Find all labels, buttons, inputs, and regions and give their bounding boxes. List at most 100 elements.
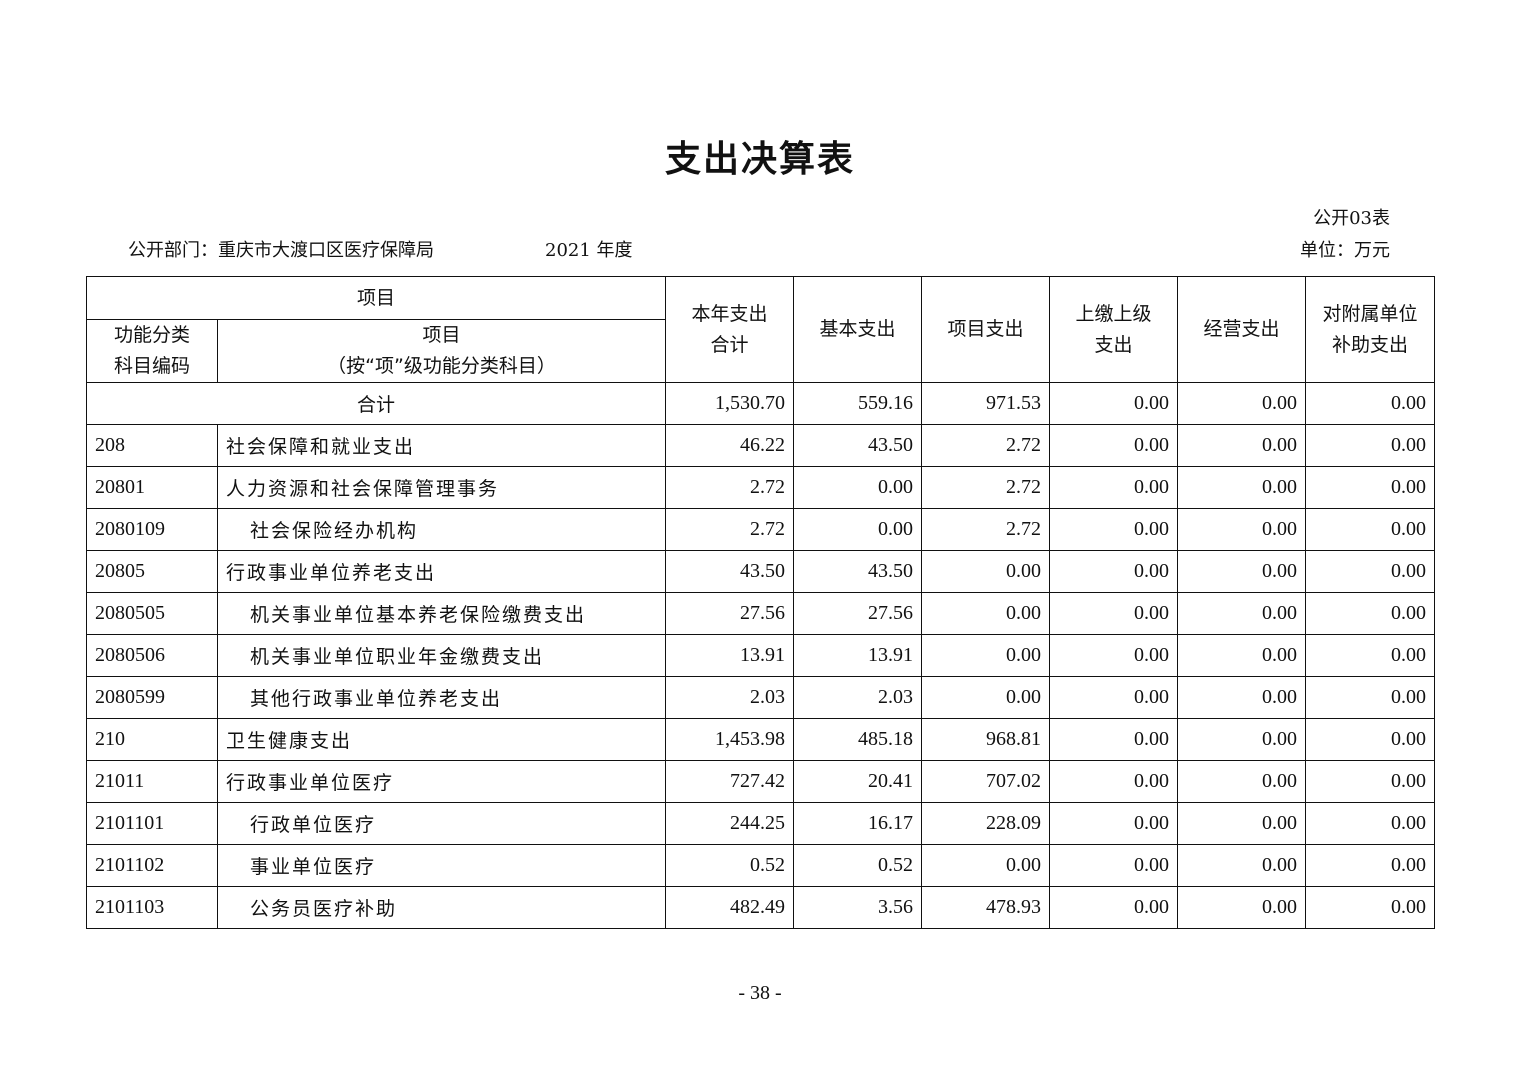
amount-cell: 0.00 bbox=[1305, 634, 1435, 677]
subject-code: 2101101 bbox=[86, 802, 218, 845]
subject-code: 208 bbox=[86, 424, 218, 467]
subject-name: 行政单位医疗 bbox=[217, 802, 666, 845]
amount-cell: 27.56 bbox=[793, 592, 922, 635]
amount-cell: 0.00 bbox=[793, 466, 922, 509]
total-value: 971.53 bbox=[921, 382, 1050, 425]
amount-cell: 0.00 bbox=[1049, 760, 1178, 803]
amount-cell: 0.00 bbox=[1177, 508, 1306, 551]
amount-cell: 0.00 bbox=[1049, 424, 1178, 467]
amount-cell: 0.52 bbox=[665, 844, 794, 887]
total-value: 0.00 bbox=[1049, 382, 1178, 425]
amount-cell: 0.00 bbox=[1049, 466, 1178, 509]
subject-code: 20801 bbox=[86, 466, 218, 509]
header-upper: 上缴上级 支出 bbox=[1049, 276, 1178, 383]
unit-label: 单位：万元 bbox=[1300, 240, 1390, 261]
subject-name: 人力资源和社会保障管理事务 bbox=[217, 466, 666, 509]
table-number: 公开03表 bbox=[1313, 208, 1390, 229]
subject-name: 机关事业单位基本养老保险缴费支出 bbox=[217, 592, 666, 635]
amount-cell: 43.50 bbox=[793, 550, 922, 593]
amount-cell: 0.00 bbox=[1177, 844, 1306, 887]
subject-code: 2080506 bbox=[86, 634, 218, 677]
amount-cell: 0.00 bbox=[1305, 466, 1435, 509]
amount-cell: 0.00 bbox=[1305, 760, 1435, 803]
table-row: 2101101 行政单位医疗 244.25 16.17 228.09 0.00 0.00 0.… bbox=[86, 802, 1435, 845]
amount-cell: 0.00 bbox=[1305, 424, 1435, 467]
amount-cell: 0.00 bbox=[1177, 466, 1306, 509]
total-value: 559.16 bbox=[793, 382, 922, 425]
total-value: 0.00 bbox=[1177, 382, 1306, 425]
amount-cell: 0.00 bbox=[1177, 718, 1306, 761]
amount-cell: 707.02 bbox=[921, 760, 1050, 803]
amount-cell: 0.00 bbox=[1177, 592, 1306, 635]
subject-name: 公务员医疗补助 bbox=[217, 886, 666, 929]
amount-cell: 0.00 bbox=[1305, 592, 1435, 635]
table-row: 2080506 机关事业单位职业年金缴费支出 13.91 13.91 0.00 0.00 0… bbox=[86, 634, 1435, 677]
table-row: 2080109 社会保险经办机构 2.72 0.00 2.72 0.00 0.00 0.00 bbox=[86, 508, 1435, 551]
expenditure-table: 项目 本年支出 合计 基本支出 项目支出 上缴上级 支出 经营支出 对附属单位 … bbox=[86, 276, 1435, 929]
amount-cell: 0.00 bbox=[1305, 802, 1435, 845]
amount-cell: 485.18 bbox=[793, 718, 922, 761]
subject-name: 其他行政事业单位养老支出 bbox=[217, 676, 666, 719]
table-row: 21011 行政事业单位医疗 727.42 20.41 707.02 0.00 0.00 0.… bbox=[86, 760, 1435, 803]
amount-cell: 13.91 bbox=[793, 634, 922, 677]
amount-cell: 244.25 bbox=[665, 802, 794, 845]
table-row: 20801 人力资源和社会保障管理事务 2.72 0.00 2.72 0.00 0.00 0.… bbox=[86, 466, 1435, 509]
amount-cell: 0.00 bbox=[1049, 676, 1178, 719]
amount-cell: 2.72 bbox=[921, 424, 1050, 467]
amount-cell: 228.09 bbox=[921, 802, 1050, 845]
subject-code: 20805 bbox=[86, 550, 218, 593]
table-row: 208 社会保障和就业支出 46.22 43.50 2.72 0.00 0.00 0.00 bbox=[86, 424, 1435, 467]
amount-cell: 0.00 bbox=[1305, 508, 1435, 551]
amount-cell: 0.00 bbox=[921, 550, 1050, 593]
subject-name: 机关事业单位职业年金缴费支出 bbox=[217, 634, 666, 677]
amount-cell: 0.00 bbox=[1177, 802, 1306, 845]
amount-cell: 0.00 bbox=[1049, 508, 1178, 551]
total-value: 1,530.70 bbox=[665, 382, 794, 425]
amount-cell: 0.00 bbox=[1177, 760, 1306, 803]
amount-cell: 0.00 bbox=[1049, 886, 1178, 929]
amount-cell: 727.42 bbox=[665, 760, 794, 803]
amount-cell: 0.00 bbox=[921, 844, 1050, 887]
amount-cell: 0.00 bbox=[1049, 844, 1178, 887]
subject-name: 事业单位医疗 bbox=[217, 844, 666, 887]
subject-code: 2080505 bbox=[86, 592, 218, 635]
amount-cell: 2.72 bbox=[665, 508, 794, 551]
subject-code: 2101103 bbox=[86, 886, 218, 929]
amount-cell: 0.00 bbox=[921, 634, 1050, 677]
table-row: 2080505 机关事业单位基本养老保险缴费支出 27.56 27.56 0.00 0.0… bbox=[86, 592, 1435, 635]
amount-cell: 43.50 bbox=[793, 424, 922, 467]
header-subsidy: 对附属单位 补助支出 bbox=[1305, 276, 1435, 383]
amount-cell: 0.00 bbox=[921, 676, 1050, 719]
table-row: 2101102 事业单位医疗 0.52 0.52 0.00 0.00 0.00 0.00 bbox=[86, 844, 1435, 887]
total-row: 合计 1,530.70 559.16 971.53 0.00 0.00 0.00 bbox=[86, 382, 1435, 425]
amount-cell: 0.00 bbox=[1305, 886, 1435, 929]
amount-cell: 20.41 bbox=[793, 760, 922, 803]
amount-cell: 0.00 bbox=[1305, 676, 1435, 719]
amount-cell: 478.93 bbox=[921, 886, 1050, 929]
amount-cell: 2.03 bbox=[665, 676, 794, 719]
table-row: 2080599 其他行政事业单位养老支出 2.03 2.03 0.00 0.00 0.00 0… bbox=[86, 676, 1435, 719]
amount-cell: 0.00 bbox=[1177, 424, 1306, 467]
subject-code: 2080599 bbox=[86, 676, 218, 719]
amount-cell: 43.50 bbox=[665, 550, 794, 593]
subject-code: 2101102 bbox=[86, 844, 218, 887]
amount-cell: 0.00 bbox=[1305, 844, 1435, 887]
header-item-group: 项目 bbox=[86, 276, 666, 320]
amount-cell: 16.17 bbox=[793, 802, 922, 845]
amount-cell: 0.00 bbox=[1049, 718, 1178, 761]
amount-cell: 27.56 bbox=[665, 592, 794, 635]
amount-cell: 0.00 bbox=[793, 508, 922, 551]
amount-cell: 968.81 bbox=[921, 718, 1050, 761]
header-project: 项目支出 bbox=[921, 276, 1050, 383]
subject-name: 社会保险经办机构 bbox=[217, 508, 666, 551]
subject-name: 卫生健康支出 bbox=[217, 718, 666, 761]
amount-cell: 2.72 bbox=[665, 466, 794, 509]
subject-name: 行政事业单位养老支出 bbox=[217, 550, 666, 593]
amount-cell: 0.00 bbox=[1177, 886, 1306, 929]
amount-cell: 0.00 bbox=[1177, 676, 1306, 719]
subject-name: 社会保障和就业支出 bbox=[217, 424, 666, 467]
amount-cell: 1,453.98 bbox=[665, 718, 794, 761]
amount-cell: 3.56 bbox=[793, 886, 922, 929]
header-code: 功能分类 科目编码 bbox=[86, 319, 218, 383]
